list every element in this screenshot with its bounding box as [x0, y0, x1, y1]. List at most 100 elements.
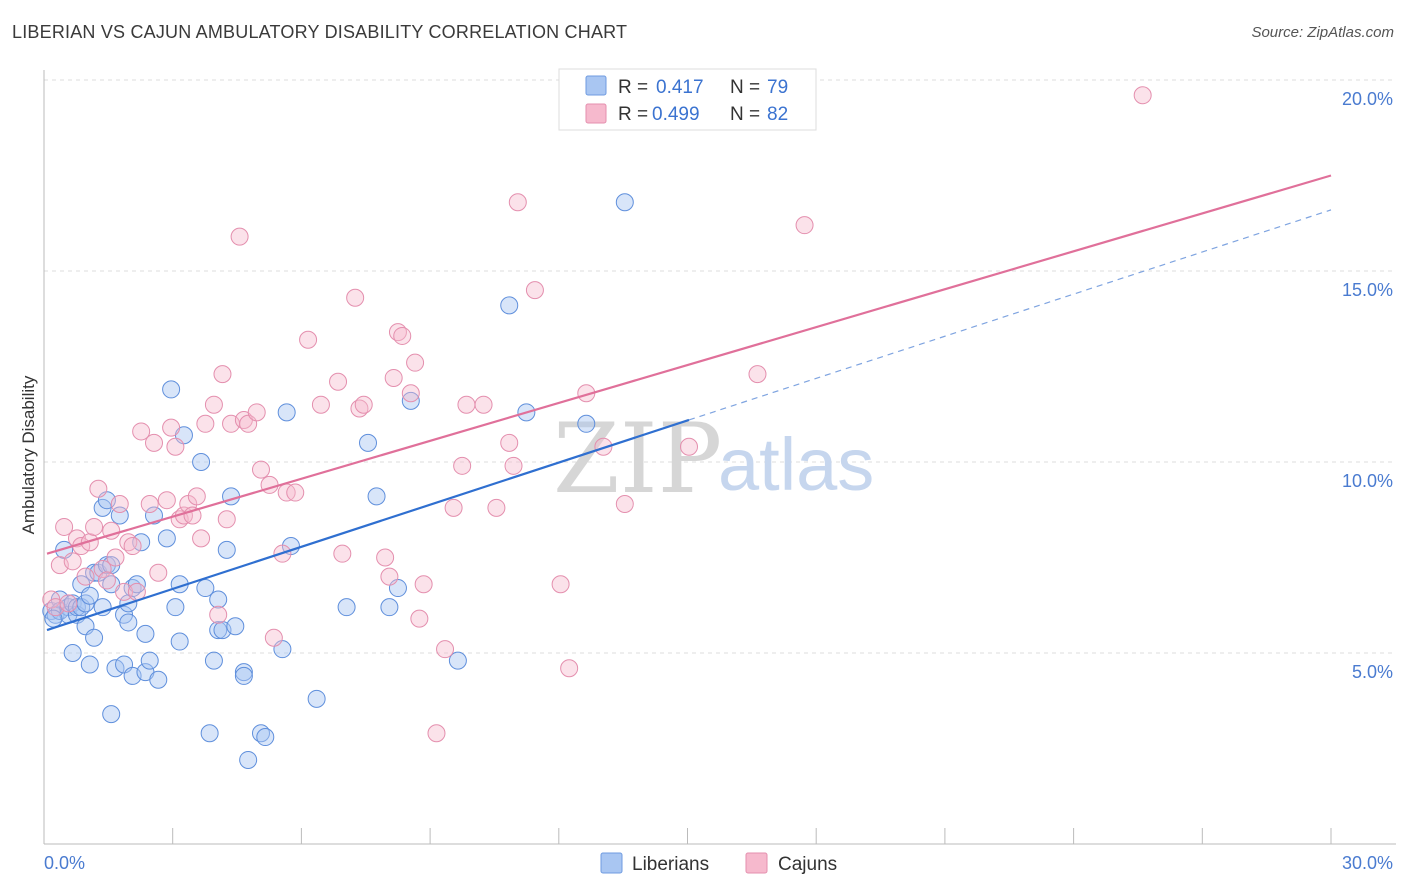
cajuns-point-11 — [89, 479, 108, 498]
watermark-zip: ZIP — [553, 403, 722, 515]
y-tick-label-1: 10.0% — [1342, 471, 1393, 491]
liberians-point-16 — [80, 586, 99, 605]
cajuns-point-13 — [97, 571, 116, 590]
cajuns-point-76 — [525, 281, 544, 300]
cajuns-point-59 — [384, 368, 403, 387]
liberians-point-40 — [145, 506, 163, 525]
cajuns-point-52 — [329, 372, 348, 391]
legend-r-value-2: 0.499 — [652, 104, 700, 125]
legend-swatch-cajuns — [585, 103, 607, 124]
cajuns-point-82 — [680, 437, 698, 456]
cajuns-point-64 — [410, 609, 429, 628]
cajuns-point-66 — [427, 724, 446, 743]
liberians-point-27 — [106, 659, 125, 678]
cajuns-point-69 — [453, 456, 472, 475]
cajuns-point-56 — [354, 395, 373, 414]
liberians-point-60 — [239, 750, 258, 769]
liberians-point-43 — [162, 380, 181, 399]
liberians-point-31 — [119, 613, 138, 632]
cajuns-point-46 — [264, 628, 283, 647]
grid-lines — [44, 79, 1396, 654]
tick-labels: 5.0% 10.0% 15.0% 20.0% 0.0% 30.0% — [44, 89, 1393, 873]
liberians-point-77 — [615, 193, 634, 212]
cajuns-points — [42, 86, 1152, 743]
legend-r-value-1: 0.417 — [656, 77, 704, 98]
liberians-point-42 — [157, 529, 176, 548]
cajuns-point-75 — [508, 193, 527, 212]
cajuns-point-40 — [230, 227, 249, 246]
cajuns-point-74 — [504, 456, 523, 475]
y-axis-label: Ambulatory Disability — [19, 375, 38, 534]
legend-n-value-2: 82 — [767, 104, 788, 125]
cajuns-point-8 — [76, 567, 95, 586]
liberians-point-69 — [367, 487, 386, 506]
cajuns-point-84 — [795, 216, 814, 235]
series-label-cajuns: Cajuns — [778, 854, 837, 875]
y-tick-label-0: 5.0% — [1352, 662, 1393, 682]
cajuns-point-81 — [615, 495, 634, 514]
legend-r-label-1: R = — [618, 77, 648, 98]
legend-box: R = 0.417 N = 79 R = 0.499 N = 82 — [558, 68, 817, 131]
trend-lines — [46, 174, 1332, 632]
liberians-point-58 — [234, 663, 253, 682]
cajuns-point-54 — [346, 288, 365, 307]
cajuns-point-34 — [196, 414, 215, 433]
cajuns-trend-line — [46, 174, 1332, 555]
liberians-trend-line — [46, 418, 690, 632]
legend-n-label-2: N = — [730, 104, 760, 125]
cajuns-point-22 — [140, 495, 159, 514]
liberians-points — [42, 193, 634, 769]
y-tick-label-2: 15.0% — [1342, 280, 1393, 300]
liberians-point-66 — [307, 689, 326, 708]
liberians-point-68 — [359, 433, 377, 452]
cajuns-point-24 — [149, 563, 168, 582]
cajuns-point-38 — [217, 510, 236, 529]
liberians-point-51 — [204, 651, 223, 670]
cajuns-point-70 — [457, 395, 476, 414]
series-swatch-cajuns — [745, 852, 768, 874]
chart-title: LIBERIAN VS CAJUN AMBULATORY DISABILITY … — [12, 22, 628, 42]
liberians-point-67 — [337, 598, 356, 617]
liberians-point-44 — [166, 598, 185, 617]
liberians-trend-extension — [688, 209, 1332, 421]
cajuns-point-32 — [187, 487, 206, 506]
liberians-point-17 — [85, 628, 104, 647]
cajuns-point-25 — [157, 491, 176, 510]
legend-n-value-1: 79 — [767, 77, 788, 98]
y-tick-label-3: 20.0% — [1342, 89, 1393, 109]
liberians-point-38 — [136, 624, 155, 643]
cajuns-point-33 — [192, 529, 211, 548]
cajuns-point-19 — [123, 537, 142, 556]
cajuns-point-71 — [474, 395, 493, 414]
cajuns-point-21 — [132, 422, 151, 441]
series-swatch-liberians — [600, 852, 623, 874]
cajuns-point-62 — [401, 384, 420, 403]
cajuns-point-61 — [393, 326, 412, 345]
cajuns-point-49 — [286, 483, 305, 502]
liberians-point-46 — [170, 632, 189, 651]
cajuns-point-35 — [204, 395, 223, 414]
cajuns-point-37 — [213, 365, 232, 384]
cajuns-point-16 — [110, 495, 129, 514]
cajuns-point-80 — [594, 437, 613, 456]
cajuns-point-44 — [252, 460, 270, 479]
series-legend: Liberians Cajuns — [600, 852, 837, 875]
cajuns-point-36 — [209, 605, 228, 624]
legend-swatch-liberians — [585, 75, 607, 96]
cajuns-point-43 — [247, 403, 266, 422]
liberians-point-49 — [196, 579, 215, 598]
cajuns-point-27 — [166, 437, 185, 456]
axes — [43, 70, 1396, 845]
liberians-point-64 — [277, 403, 296, 422]
cajuns-point-85 — [1133, 86, 1152, 105]
liberians-point-76 — [577, 414, 596, 433]
liberians-point-15 — [80, 655, 99, 674]
cajuns-point-78 — [560, 659, 579, 678]
cajuns-point-50 — [299, 330, 318, 349]
x-tick-label-1: 30.0% — [1342, 853, 1393, 873]
liberians-point-48 — [192, 453, 211, 471]
cajuns-point-57 — [376, 548, 395, 567]
cajuns-point-68 — [444, 498, 463, 517]
liberians-point-52 — [209, 590, 228, 609]
cajuns-point-63 — [406, 353, 425, 372]
